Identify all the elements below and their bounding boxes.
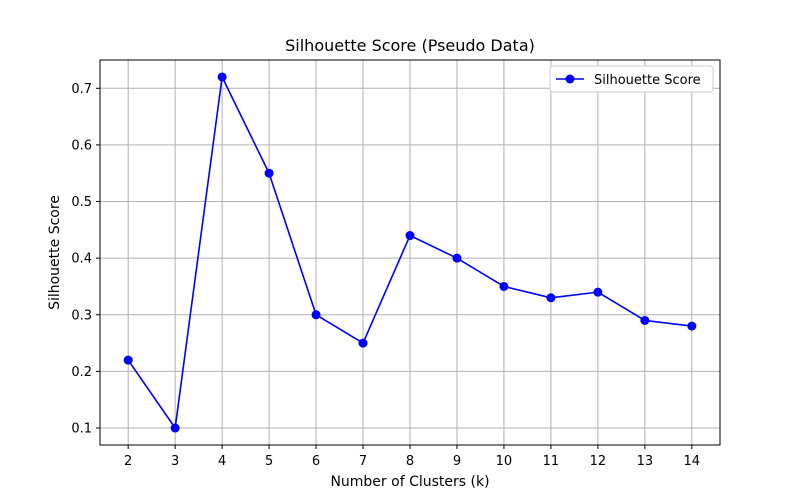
data-point <box>640 315 650 325</box>
legend-box <box>549 65 714 93</box>
y-axis-label: Silhouette Score <box>47 195 63 310</box>
data-point <box>170 423 180 433</box>
x-axis-label: Number of Clusters (k) <box>330 474 489 490</box>
x-tick-label: 12 <box>590 454 607 469</box>
x-tick-label: 9 <box>453 454 461 469</box>
x-tick-label: 7 <box>359 454 367 469</box>
data-point <box>311 310 321 320</box>
data-point <box>405 231 415 241</box>
x-tick-label: 3 <box>171 454 179 469</box>
series-marker-layer <box>123 72 697 433</box>
x-tick-label: 11 <box>543 454 560 469</box>
data-point <box>593 287 603 297</box>
chart-title: Silhouette Score (Pseudo Data) <box>285 36 535 55</box>
data-point <box>123 355 133 365</box>
x-tick-label: 14 <box>684 454 701 469</box>
y-tick-label: 0.3 <box>71 308 92 323</box>
y-tick-label: 0.2 <box>71 365 92 380</box>
x-tick-label: 8 <box>406 454 414 469</box>
legend: Silhouette Score <box>549 65 714 93</box>
data-point <box>546 293 556 303</box>
x-tick-label: 13 <box>637 454 654 469</box>
x-tick-label: 5 <box>265 454 273 469</box>
y-tick-label: 0.5 <box>71 195 92 210</box>
plot-area-frame <box>99 59 721 446</box>
y-tick-label: 0.6 <box>71 138 92 153</box>
data-point <box>452 253 462 263</box>
data-point <box>264 168 274 178</box>
x-tick-label: 10 <box>496 454 513 469</box>
y-tick-label: 0.4 <box>71 252 92 267</box>
data-point <box>358 338 368 348</box>
x-tick-label: 4 <box>218 454 226 469</box>
x-tick-label: 2 <box>124 454 132 469</box>
legend-marker-sample <box>565 74 575 84</box>
data-point <box>499 281 509 291</box>
data-point <box>687 321 697 331</box>
y-tick-label: 0.1 <box>71 422 92 437</box>
x-tick-label: 6 <box>312 454 320 469</box>
data-point <box>217 72 227 82</box>
y-tick-label: 0.7 <box>71 82 92 97</box>
axes: 2 3 4 5 6 7 8 9 10 11 12 13 14 0.1 0.2 0.3 0.4 0.5 0.6 0.7 <box>71 59 721 469</box>
legend-label: Silhouette Score <box>594 73 701 88</box>
